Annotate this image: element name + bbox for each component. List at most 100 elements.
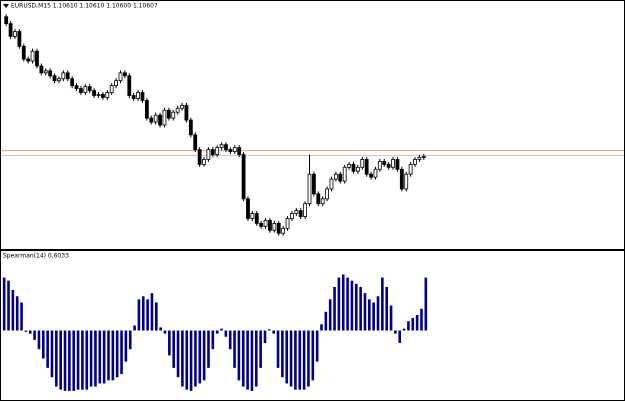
candle-body	[224, 144, 228, 150]
bar	[46, 330, 49, 368]
bar	[189, 330, 193, 391]
menu-icon	[3, 4, 9, 8]
candle-body	[127, 75, 132, 96]
bar	[7, 280, 10, 331]
bar	[94, 330, 97, 387]
candle-body	[316, 193, 321, 205]
candle-body	[298, 210, 303, 217]
candle-body	[373, 168, 378, 178]
candle-body	[57, 78, 61, 82]
candle-body	[35, 50, 39, 67]
candle-body	[404, 173, 409, 190]
bar	[268, 329, 271, 331]
bar	[228, 330, 232, 350]
bar	[424, 277, 428, 331]
indicator-title: Spearman(14) 0.6033	[3, 253, 69, 260]
candle-body	[144, 100, 149, 119]
candle-body	[184, 104, 189, 121]
bar	[415, 314, 419, 331]
bar	[402, 328, 406, 331]
bar	[385, 286, 389, 331]
bar	[24, 330, 28, 332]
candle-body	[13, 31, 17, 37]
candle-body	[268, 220, 272, 231]
bar	[311, 330, 315, 381]
candle-body	[122, 72, 127, 77]
candle-body	[65, 72, 70, 80]
bar	[176, 330, 180, 378]
candle-body	[377, 161, 382, 170]
bar	[298, 330, 302, 390]
candle-body	[171, 111, 176, 119]
bar	[276, 330, 280, 368]
candle-body	[333, 173, 338, 180]
candle-body	[254, 213, 259, 224]
candle-body	[294, 210, 299, 214]
bar	[420, 308, 423, 331]
candle-body	[8, 23, 13, 37]
candle-body	[158, 114, 162, 126]
bar	[194, 330, 197, 387]
candle-body	[395, 159, 400, 170]
bar	[89, 330, 93, 387]
candle-body	[52, 75, 57, 82]
bar	[146, 299, 149, 331]
candle-body	[241, 154, 246, 200]
candle-body	[281, 227, 286, 234]
bar	[394, 330, 397, 334]
candle-body	[369, 173, 373, 178]
candle-body	[351, 163, 356, 172]
candle-body	[17, 31, 22, 47]
bar	[224, 330, 228, 337]
candle-body	[219, 144, 224, 149]
candle-body	[188, 119, 193, 136]
bar	[285, 330, 289, 384]
bar	[50, 330, 54, 378]
bar	[281, 330, 284, 378]
candle-body	[342, 166, 347, 182]
candle-body	[417, 157, 422, 160]
bar	[20, 302, 23, 331]
bar	[350, 280, 354, 331]
bar	[159, 327, 162, 331]
bar	[137, 299, 141, 331]
bar	[68, 330, 71, 391]
candle-body	[175, 107, 180, 113]
candle-body	[259, 222, 264, 227]
candle-body	[215, 147, 220, 155]
bar	[263, 330, 267, 343]
bar	[115, 330, 119, 378]
candle-body	[413, 159, 417, 165]
bar	[185, 330, 189, 390]
bar	[237, 330, 241, 381]
candle-body	[39, 65, 44, 74]
candle-body	[87, 86, 92, 91]
candle-body	[109, 85, 114, 93]
bar	[346, 277, 349, 331]
candle-body	[101, 94, 105, 98]
candle-body	[30, 50, 35, 62]
bar	[168, 330, 171, 356]
candle-body	[70, 78, 75, 87]
candle-body	[382, 161, 387, 165]
candle-body	[360, 159, 365, 168]
bar	[411, 318, 415, 331]
bar	[76, 330, 80, 390]
bar	[28, 330, 32, 334]
candle-body	[48, 70, 53, 77]
candle-body	[408, 163, 413, 175]
bar	[107, 330, 110, 381]
bar	[124, 330, 128, 362]
candle-body	[118, 72, 123, 82]
bar	[72, 330, 76, 391]
candle-body	[206, 149, 211, 160]
candle-body	[364, 159, 369, 175]
candle-body	[250, 213, 255, 219]
candle-body	[105, 92, 110, 98]
bar	[246, 330, 249, 390]
candle-body	[202, 159, 206, 165]
candle-body	[232, 147, 237, 152]
candle-body	[140, 92, 145, 101]
bar	[354, 283, 358, 331]
bar	[2, 277, 6, 331]
